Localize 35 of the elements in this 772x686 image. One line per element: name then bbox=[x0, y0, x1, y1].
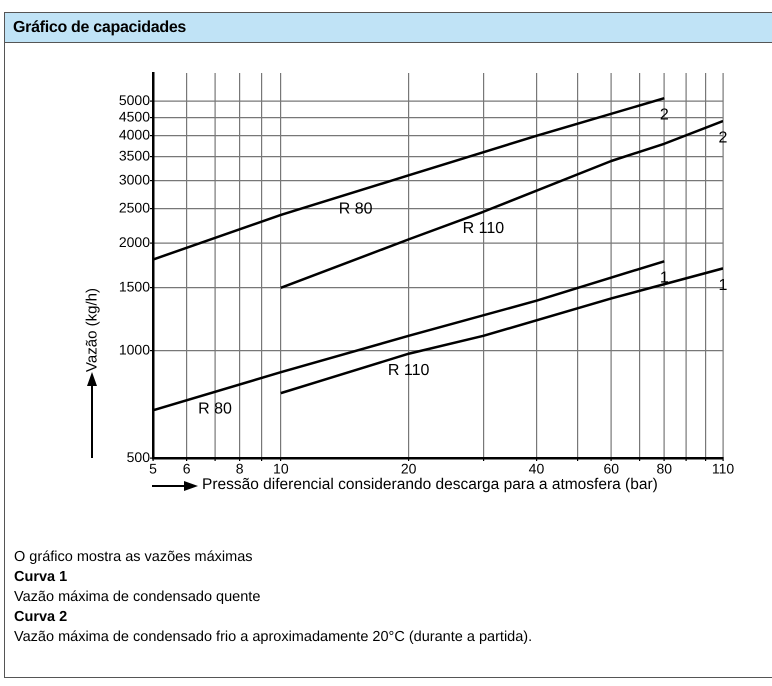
y-axis-title: Vazão (kg/h) bbox=[84, 288, 100, 372]
text: Vazão máxima de condensado frio a aproximadamente 20°C (durante a partida). bbox=[14, 628, 532, 647]
text: O gráfico mostra as vazões máximas bbox=[14, 548, 254, 567]
text: Vazão máxima de condensado quente bbox=[14, 588, 262, 607]
text: Curva 1 bbox=[14, 568, 68, 587]
text: Curva 2 bbox=[14, 608, 68, 627]
annotation: 2 bbox=[660, 106, 669, 124]
y-tick-label: 4500 bbox=[118, 108, 150, 124]
y-tick-label: 1500 bbox=[118, 278, 150, 295]
x-tick-label: 110 bbox=[712, 460, 734, 476]
annotation: R 80 bbox=[338, 200, 373, 218]
x-axis-title: Pressão diferencial considerando descarga para a atmosfera (bar) bbox=[202, 476, 658, 494]
y-tick-label: 500 bbox=[126, 448, 150, 465]
y-tick-label: 2500 bbox=[118, 200, 150, 216]
annotation: 1 bbox=[660, 270, 669, 287]
x-tick-label: 20 bbox=[400, 460, 417, 476]
y-tick-label: 1000 bbox=[118, 341, 150, 358]
y-tick-label: 5000 bbox=[118, 92, 150, 108]
annotation: R 110 bbox=[388, 362, 430, 380]
y-tick-label: 3500 bbox=[118, 147, 150, 164]
annotation: R 110 bbox=[462, 220, 504, 238]
x-tick-label: 60 bbox=[603, 460, 620, 476]
annotation: 2 bbox=[718, 129, 728, 146]
annotation: R 80 bbox=[198, 400, 232, 418]
y-tick-label: 2000 bbox=[118, 234, 150, 250]
y-tick-label: 4000 bbox=[118, 126, 150, 143]
x-tick-label: 6 bbox=[182, 460, 191, 476]
x-tick-label: 8 bbox=[236, 460, 244, 476]
x-tick-label: 40 bbox=[528, 460, 544, 476]
y-tick-label: 3000 bbox=[118, 171, 150, 188]
annotation: 1 bbox=[718, 276, 728, 294]
x-tick-label: 10 bbox=[273, 460, 289, 476]
x-tick-label: 5 bbox=[149, 460, 158, 476]
chart-title: Gráfico de capacidades bbox=[5, 13, 772, 43]
x-tick-label: 80 bbox=[656, 460, 672, 476]
